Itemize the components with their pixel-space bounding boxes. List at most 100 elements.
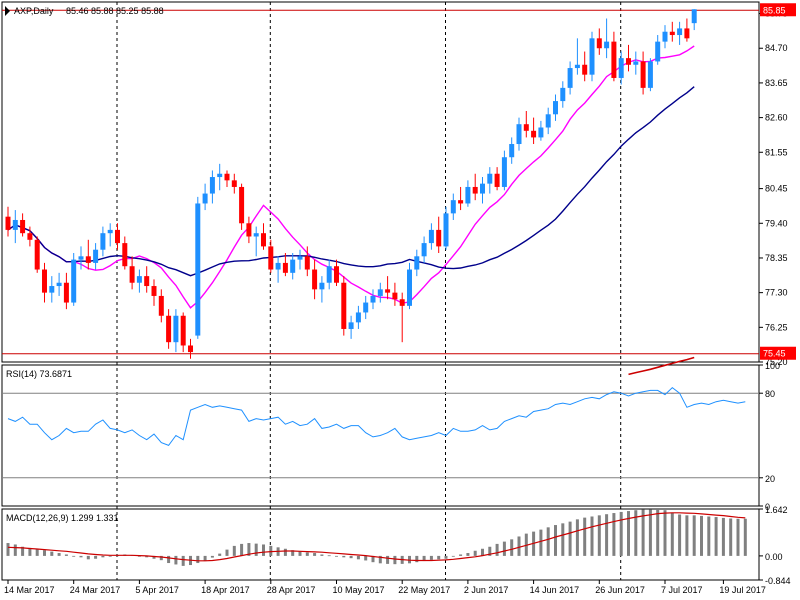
- macd-histogram-bar: [597, 515, 601, 556]
- macd-histogram-bar: [459, 554, 463, 556]
- macd-histogram-bar: [466, 553, 470, 556]
- macd-histogram-bar: [283, 548, 287, 556]
- candle-up: [553, 101, 558, 115]
- y-tick-label: 79.40: [765, 218, 788, 228]
- candle-up: [545, 114, 551, 128]
- macd-histogram-bar: [378, 555, 382, 564]
- x-tick-label: 18 Apr 2017: [201, 585, 250, 595]
- candle-down: [334, 266, 339, 283]
- candle-up: [443, 213, 449, 247]
- macd-histogram-bar: [437, 555, 441, 560]
- candle-down: [312, 269, 318, 290]
- candle-down: [399, 299, 405, 306]
- x-tick-label: 10 May 2017: [333, 585, 385, 595]
- candle-up: [275, 262, 281, 270]
- macd-histogram-bar: [79, 555, 83, 558]
- macd-histogram-bar: [247, 543, 251, 556]
- candle-up: [421, 243, 427, 257]
- candle-down: [494, 173, 500, 187]
- candle-up: [589, 38, 595, 75]
- macd-histogram-bar: [145, 555, 149, 558]
- candle-up: [662, 31, 668, 42]
- rsi-y-tick-label: 0: [765, 502, 770, 512]
- macd-histogram-bar: [495, 543, 499, 556]
- candle-down: [20, 219, 26, 234]
- rsi-label: RSI(14) 73.6871: [6, 369, 72, 379]
- candle-down: [282, 262, 288, 273]
- macd-histogram-bar: [539, 529, 543, 556]
- macd-histogram-bar: [619, 511, 623, 556]
- candle-down: [115, 229, 120, 244]
- candle-up: [655, 41, 661, 62]
- macd-histogram-bar: [218, 553, 222, 556]
- macd-histogram-bar: [6, 543, 10, 556]
- candle-up: [195, 203, 201, 336]
- candle-down: [239, 186, 245, 224]
- macd-y-tick-label: 0.00: [765, 552, 783, 562]
- resistance-level-tag: [760, 3, 796, 17]
- macd-histogram-bar: [743, 518, 747, 556]
- candle-down: [640, 61, 646, 88]
- macd-y-tick-label: 1.642: [765, 505, 788, 515]
- resistance-level-tag-label: 85.85: [763, 5, 786, 15]
- candle-down: [261, 233, 266, 247]
- rsi-pane-frame: [1, 364, 760, 507]
- candle-up: [574, 64, 580, 69]
- macd-histogram-bar: [335, 555, 338, 557]
- macd-histogram-bar: [648, 509, 652, 556]
- macd-histogram-bar: [670, 512, 674, 556]
- macd-histogram-bar: [35, 549, 39, 556]
- macd-histogram-bar: [291, 550, 295, 556]
- macd-histogram-bar: [444, 555, 448, 559]
- candle-up: [93, 249, 99, 263]
- macd-histogram-bar: [94, 555, 98, 559]
- macd-histogram-bar: [714, 517, 718, 556]
- rsi-line: [7, 386, 746, 447]
- macd-histogram-bar: [692, 515, 696, 556]
- macd-histogram-bar: [641, 509, 645, 556]
- candle-up: [136, 276, 142, 283]
- macd-histogram-bar: [86, 555, 90, 560]
- macd-histogram-bar: [225, 549, 229, 556]
- candle-up: [677, 28, 683, 36]
- candle-down: [611, 41, 617, 78]
- candle-up: [355, 312, 361, 323]
- candle-down: [122, 243, 128, 267]
- macd-histogram-bar: [364, 555, 368, 561]
- macd-histogram-bar: [554, 525, 557, 556]
- candle-down: [180, 315, 186, 346]
- macd-histogram-bar: [393, 555, 397, 565]
- y-tick-label: 82.60: [765, 113, 788, 123]
- candle-down: [246, 223, 252, 237]
- candle-up: [509, 144, 515, 158]
- macd-histogram-bar: [627, 511, 630, 556]
- ma-fast-line: [7, 45, 695, 309]
- macd-histogram-bar: [232, 545, 236, 556]
- candle-down: [472, 186, 478, 194]
- candle-up: [71, 259, 77, 303]
- candle-down: [304, 256, 310, 270]
- candle-down: [626, 58, 631, 65]
- macd-histogram-bar: [561, 523, 565, 556]
- macd-histogram-bar: [634, 510, 638, 556]
- macd-signal-line: [7, 512, 746, 562]
- candle-up: [560, 87, 566, 102]
- x-tick-label: 22 May 2017: [398, 585, 450, 595]
- candle-up: [12, 219, 18, 230]
- macd-pane-frame: [1, 508, 760, 581]
- macd-histogram-bar: [298, 551, 302, 556]
- x-tick-label: 2 Jun 2017: [464, 585, 509, 595]
- candle-down: [27, 233, 33, 240]
- macd-histogram-bar: [678, 514, 682, 556]
- candle-up: [604, 41, 610, 49]
- macd-histogram-bar: [415, 555, 419, 563]
- x-tick-label: 24 Mar 2017: [70, 585, 121, 595]
- candle-down: [523, 124, 529, 131]
- candle-up: [217, 173, 223, 178]
- macd-histogram-bar: [108, 555, 112, 557]
- macd-histogram-bar: [152, 555, 156, 559]
- macd-histogram-bar: [43, 550, 46, 556]
- candle-down: [42, 269, 47, 293]
- candle-up: [319, 282, 325, 290]
- macd-histogram-bar: [605, 514, 609, 556]
